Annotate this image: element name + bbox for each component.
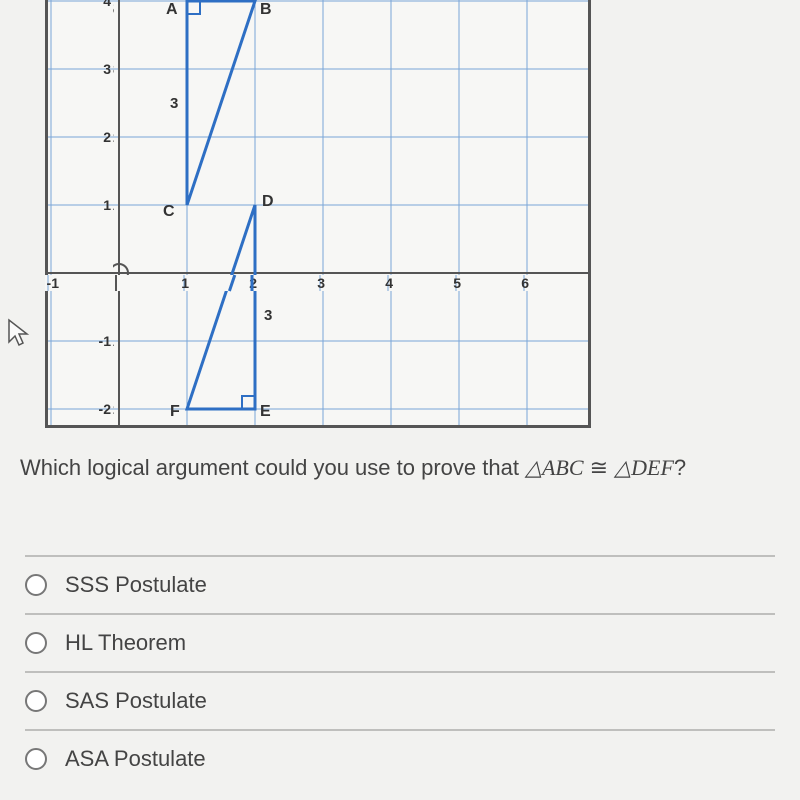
svg-text:4: 4 (103, 0, 111, 9)
option-label: SAS Postulate (65, 688, 207, 714)
option-label: HL Theorem (65, 630, 186, 656)
question-text: Which logical argument could you use to … (20, 455, 780, 481)
radio-icon[interactable] (25, 632, 47, 654)
option-hl[interactable]: HL Theorem (25, 613, 775, 671)
svg-text:1: 1 (181, 275, 189, 291)
svg-text:5: 5 (453, 275, 461, 291)
option-sss[interactable]: SSS Postulate (25, 555, 775, 613)
option-label: ASA Postulate (65, 746, 206, 772)
svg-text:3: 3 (317, 275, 325, 291)
svg-text:1: 1 (103, 197, 111, 213)
svg-text:6: 6 (521, 275, 529, 291)
radio-icon[interactable] (25, 748, 47, 770)
svg-text:-1: -1 (47, 275, 60, 291)
radio-icon[interactable] (25, 690, 47, 712)
answer-options: SSS Postulate HL Theorem SAS Postulate A… (25, 555, 775, 787)
question-prefix: Which logical argument could you use to … (20, 455, 525, 480)
page: -1 1 2 3 4 5 6 -2 -1 1 2 3 5 (0, 0, 800, 800)
congruent-symbol: ≅ (584, 455, 615, 480)
cursor-icon (5, 318, 31, 348)
question-suffix: ? (674, 455, 686, 480)
option-asa[interactable]: ASA Postulate (25, 729, 775, 787)
axis-labels: 4 3 2 1 -1 -2 -1 1 2 3 4 5 6 5 (45, 0, 585, 425)
option-sas[interactable]: SAS Postulate (25, 671, 775, 729)
svg-text:2: 2 (103, 129, 111, 145)
svg-text:3: 3 (103, 61, 111, 77)
triangle-def-symbol: △DEF (614, 455, 674, 480)
svg-text:-2: -2 (99, 401, 112, 417)
option-label: SSS Postulate (65, 572, 207, 598)
svg-text:4: 4 (385, 275, 393, 291)
svg-text:-1: -1 (99, 333, 112, 349)
triangle-abc-symbol: △ABC (525, 455, 583, 480)
radio-icon[interactable] (25, 574, 47, 596)
